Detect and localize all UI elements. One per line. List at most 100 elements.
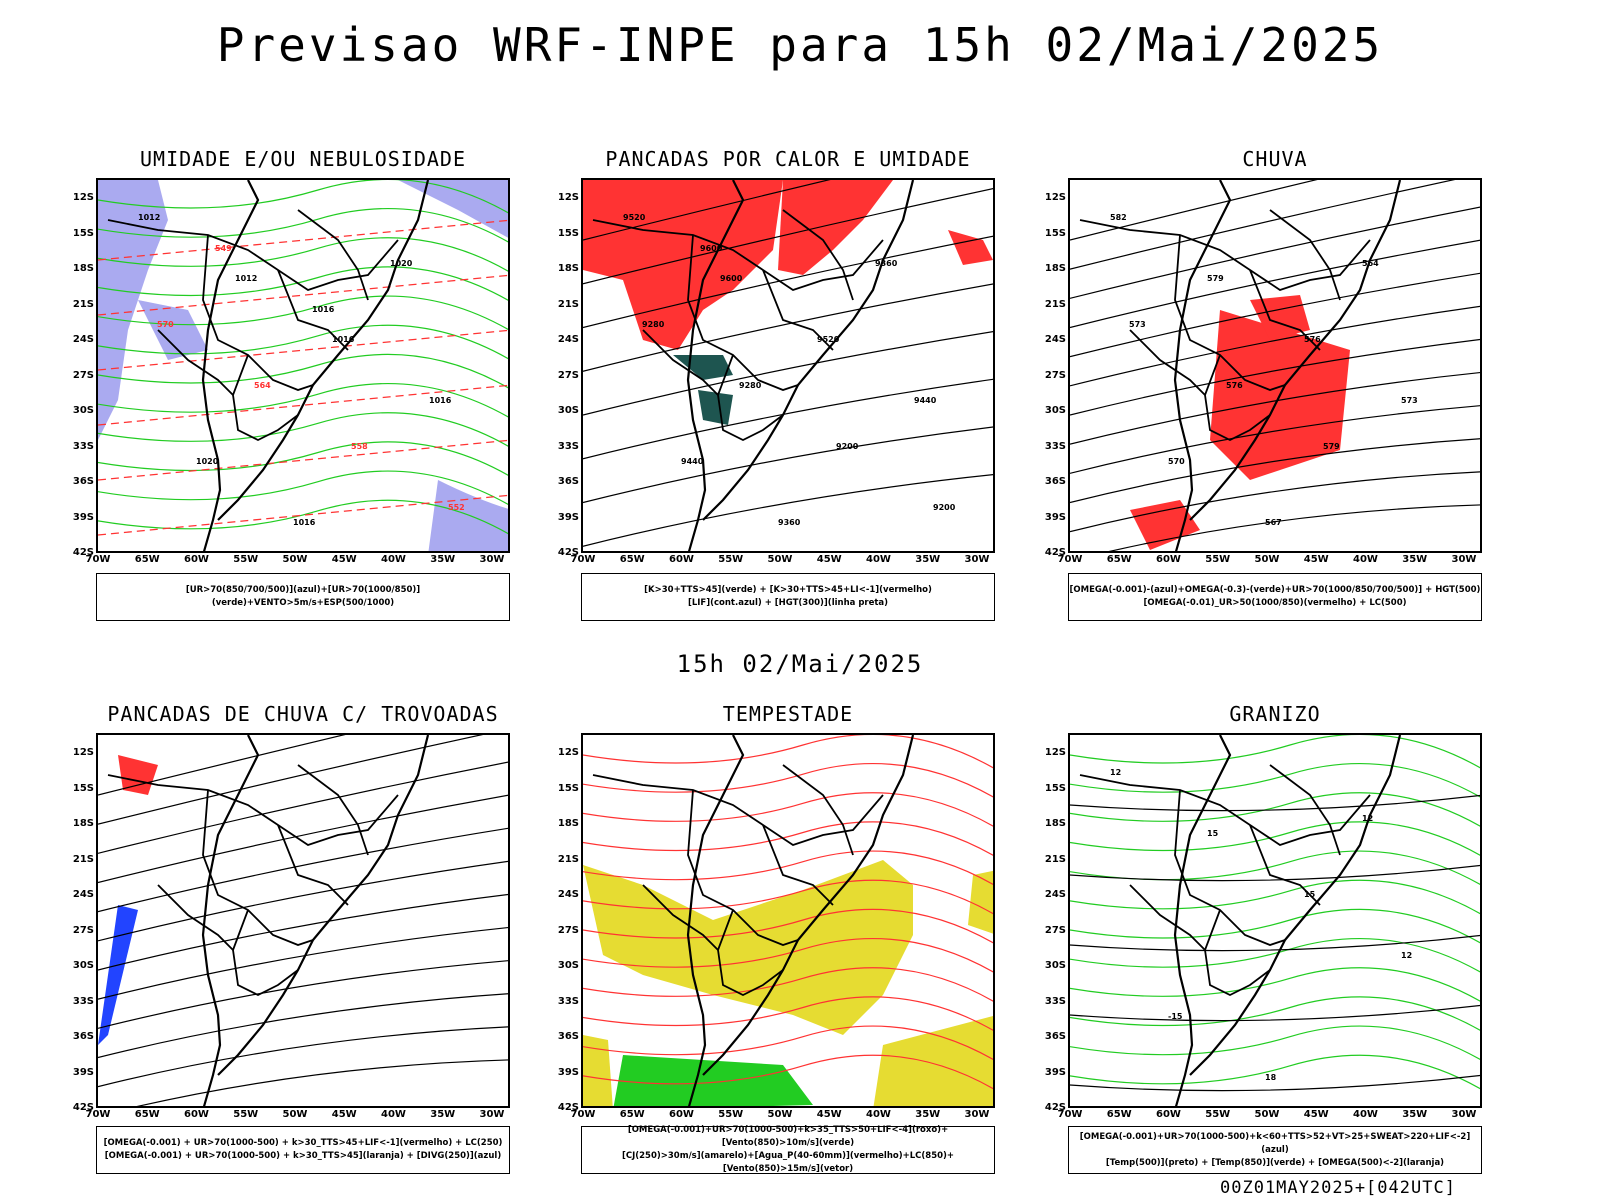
lon-tick-label: 55W (1205, 554, 1231, 565)
lon-tick-label: 40W (866, 554, 891, 565)
contour-label: 558 (351, 442, 368, 451)
page-title: Previsao WRF-INPE para 15h 02/Mai/2025 (216, 18, 1384, 72)
lat-tick-label: 42S (1044, 1102, 1066, 1113)
panel-legend: [OMEGA(-0.001)+UR>70(1000-500)+k<60+TTS>… (1068, 1126, 1482, 1174)
contour-label: 1016 (332, 335, 355, 344)
lat-tick-label: 27S (557, 369, 579, 381)
lat-tick-label: 12S (557, 747, 579, 758)
lon-tick-label: 65W (619, 554, 645, 565)
panel-title: GRANIZO (1229, 702, 1321, 726)
lat-tick-label: 24S (72, 334, 94, 345)
lat-tick-label: 24S (1044, 334, 1066, 345)
lat-tick-label: 30S (557, 960, 579, 971)
lon-tick-label: 40W (381, 554, 406, 565)
legend-line: [OMEGA(-0.001) + UR>70(1000-500) + k>30_… (104, 1151, 502, 1161)
panel-legend: [K>30+TTS>45](verde) + [K>30+TTS>45+LI<-… (581, 573, 995, 621)
lat-tick-label: 30S (72, 405, 94, 416)
lon-tick-label: 65W (1106, 554, 1132, 565)
contour-label: -15 (1168, 1012, 1183, 1021)
contour-label: 9520 (623, 213, 646, 222)
forecast-map: 582 579 576 573 570 567 564 573 576 579 (1068, 178, 1482, 553)
contour-label: 573 (1129, 320, 1146, 329)
lat-tick-label: 33S (557, 995, 579, 1007)
panel-title: PANCADAS DE CHUVA C/ TROVOADAS (107, 702, 499, 726)
panel-legend: [OMEGA(-0.001)+UR>70(1000-500)+k>35_TTS>… (581, 1125, 995, 1174)
lat-tick-label: 39S (557, 1066, 579, 1078)
legend-line: [OMEGA(-0.001) + UR>70(1000-500) + k>30_… (103, 1138, 503, 1148)
contour-label: 12 (1110, 768, 1121, 777)
panel-legend: [UR>70(850/700/500)](azul)+[UR>70(1000/8… (96, 573, 510, 621)
legend-line: [LIF](cont.azul) + [HGT(300)](linha pret… (687, 598, 889, 608)
lon-tick-label: 55W (1205, 1109, 1231, 1120)
legend-line: [OMEGA(-0.01)_UR>50(1000/850)(vermelho) … (1143, 598, 1407, 608)
lon-tick-label: 45W (331, 1109, 357, 1120)
map-graphic (583, 735, 993, 1106)
lat-tick-label: 33S (1044, 440, 1066, 452)
lat-tick-label: 42S (1044, 547, 1066, 558)
lon-tick-label: 30W (964, 554, 990, 565)
forecast-map (581, 733, 995, 1108)
lat-tick-label: 33S (1044, 995, 1066, 1007)
contour-label: 15 (1207, 829, 1219, 838)
contour-label: 570 (157, 320, 174, 329)
contour-label: 579 (1323, 442, 1340, 451)
lon-tick-label: 30W (479, 1109, 505, 1120)
legend-line: [OMEGA(-0.001)-(azul)+OMEGA(-0.3)-(verde… (1069, 585, 1481, 595)
lat-tick-label: 39S (557, 511, 579, 523)
lat-tick-label: 21S (1044, 853, 1066, 865)
contour-label: 9360 (875, 259, 898, 268)
legend-line: [UR>70(850/700/500)](azul)+[UR>70(1000/8… (185, 585, 421, 608)
forecast-map: 1012 1012 1016 1016 1020 1016 1020 570 564 558 552… (96, 178, 510, 553)
lat-tick-label: 15S (557, 782, 579, 794)
contour-label: 567 (1265, 518, 1282, 527)
lat-tick-label: 42S (72, 1102, 94, 1113)
lon-tick-label: 60W (184, 1109, 209, 1120)
lon-tick-label: 40W (381, 1109, 406, 1120)
lon-tick-label: 40W (1353, 1109, 1378, 1120)
lat-tick-label: 39S (72, 1066, 94, 1078)
panel-legend: [OMEGA(-0.001)-(azul)+OMEGA(-0.3)-(verde… (1068, 573, 1482, 621)
lat-tick-label: 39S (1044, 1066, 1066, 1078)
lon-tick-label: 30W (1451, 1109, 1477, 1120)
contour-label: 9440 (681, 457, 704, 466)
lat-tick-label: 18S (72, 818, 94, 829)
lon-tick-label: 60W (1156, 554, 1181, 565)
lat-tick-label: 30S (557, 405, 579, 416)
lat-tick-label: 30S (1044, 960, 1066, 971)
contour-label: 1016 (293, 518, 316, 527)
lon-tick-label: 30W (479, 554, 505, 565)
contour-label: 1012 (235, 274, 257, 283)
lat-tick-label: 33S (72, 995, 94, 1007)
contour-label: 18 (1265, 1073, 1277, 1082)
lat-tick-label: 21S (557, 853, 579, 865)
contour-label: 549 (215, 244, 232, 253)
lat-tick-label: 36S (72, 1031, 94, 1042)
contour-label: 9360 (778, 518, 801, 527)
panel-legend: [OMEGA(-0.001) + UR>70(1000-500) + k>30_… (96, 1126, 510, 1174)
lat-tick-label: 33S (72, 440, 94, 452)
lon-tick-label: 70W (85, 1109, 111, 1120)
lon-tick-label: 65W (1106, 1109, 1132, 1120)
contour-label: 1020 (196, 457, 219, 466)
map-graphic: 582 579 576 573 570 567 564 573 576 579 (1070, 180, 1480, 551)
lon-tick-label: 70W (570, 1109, 596, 1120)
lat-tick-label: 15S (1044, 782, 1066, 794)
lon-tick-label: 60W (669, 554, 694, 565)
contour-label: 9600 (700, 244, 723, 253)
lat-tick-label: 24S (557, 334, 579, 345)
lon-tick-label: 35W (915, 554, 941, 565)
lat-tick-label: 33S (557, 440, 579, 452)
contour-label: 1016 (312, 305, 335, 314)
lat-tick-label: 24S (1044, 889, 1066, 900)
contour-label: 570 (1168, 457, 1185, 466)
lat-tick-label: 36S (1044, 1031, 1066, 1042)
lat-tick-label: 42S (557, 1102, 579, 1113)
lat-tick-label: 12S (557, 192, 579, 203)
lat-tick-label: 18S (557, 263, 579, 274)
map-graphic: 9520 9600 9520 9440 9440 9360 9360 9280 9280 9200… (583, 180, 993, 551)
lat-tick-label: 12S (1044, 192, 1066, 203)
contour-label: 9600 (720, 274, 743, 283)
lat-tick-label: 12S (1044, 747, 1066, 758)
lat-tick-label: 42S (557, 547, 579, 558)
lat-tick-label: 18S (1044, 263, 1066, 274)
